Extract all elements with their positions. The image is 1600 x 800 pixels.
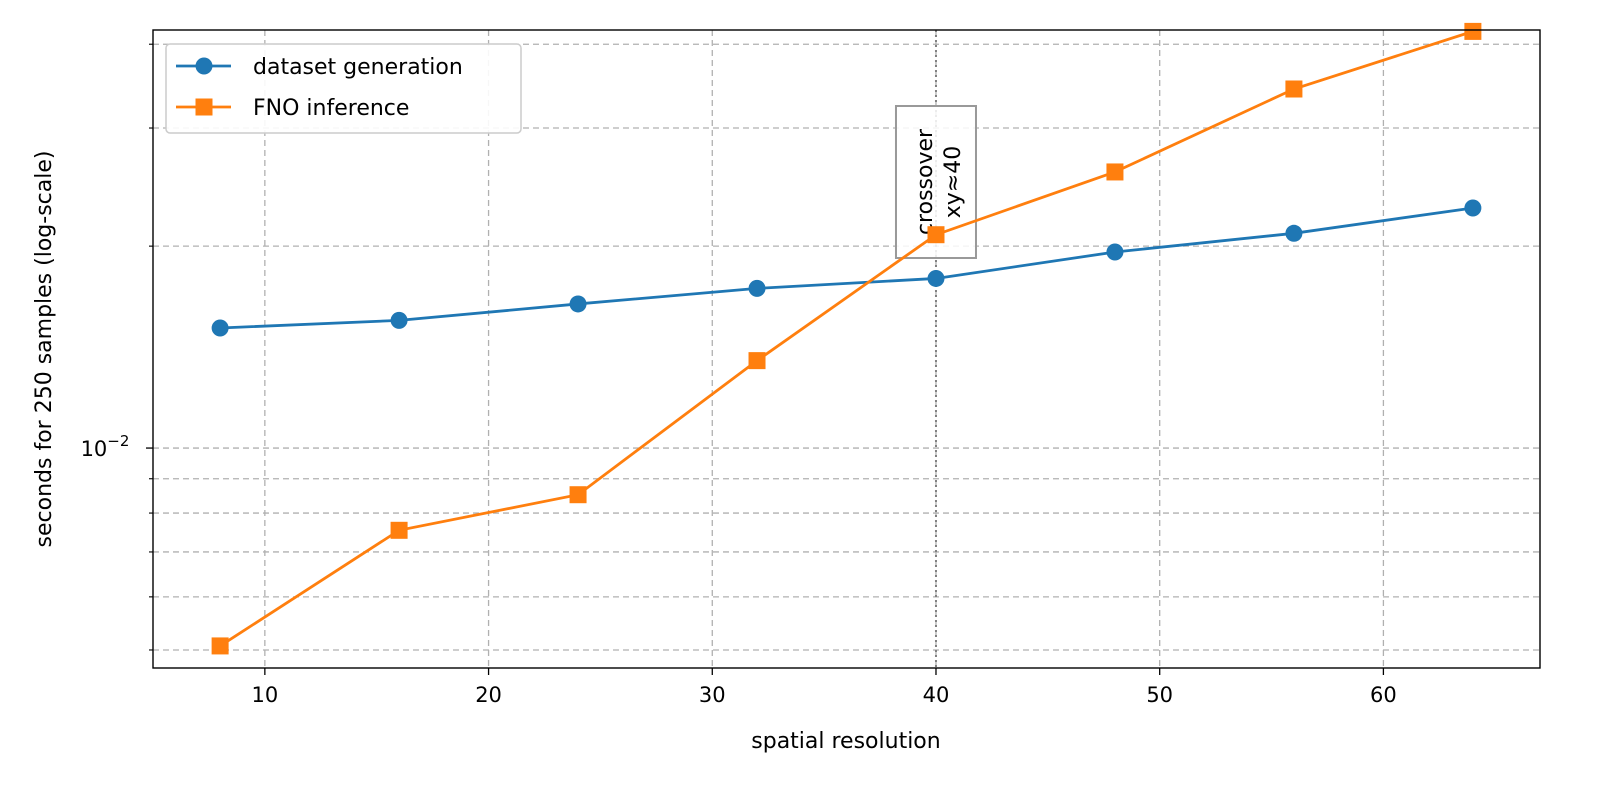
x-axis-label: spatial resolution xyxy=(751,729,940,754)
data-point xyxy=(748,352,766,370)
data-point xyxy=(1285,80,1303,98)
series-line xyxy=(219,30,1474,648)
x-tick-label: 50 xyxy=(1146,683,1173,707)
grid xyxy=(153,30,1540,668)
data-point xyxy=(927,269,945,287)
x-tick-label: 60 xyxy=(1370,683,1397,707)
legend-box xyxy=(165,43,522,134)
legend-label: dataset generation xyxy=(253,55,463,80)
x-tick-label: 40 xyxy=(923,683,950,707)
data-point xyxy=(1285,224,1303,242)
x-tick-label: 10 xyxy=(251,683,278,707)
annotation-text: crossover xy≈40 xyxy=(913,128,966,235)
legend-marker xyxy=(195,57,213,75)
data-point xyxy=(211,319,229,337)
x-tick-label: 20 xyxy=(475,683,502,707)
data-point xyxy=(748,279,766,297)
data-point xyxy=(927,226,945,244)
data-point xyxy=(390,311,408,329)
series-fno-inference xyxy=(211,22,1482,655)
data-point xyxy=(1464,199,1482,217)
data-point xyxy=(1106,163,1124,181)
x-tick-label: 30 xyxy=(699,683,726,707)
data-point xyxy=(569,486,587,504)
data-point xyxy=(1464,22,1482,40)
legend-label: FNO inference xyxy=(253,96,409,121)
plot-frame xyxy=(152,29,1541,669)
data-point xyxy=(211,637,229,655)
series-lines xyxy=(211,22,1482,655)
data-point xyxy=(390,521,408,539)
data-point xyxy=(569,295,587,313)
legend-marker xyxy=(195,98,213,116)
series-dataset-generation xyxy=(211,199,1482,337)
series-line xyxy=(220,206,1474,330)
legend: dataset generation FNO inference xyxy=(165,43,522,134)
data-point xyxy=(1106,243,1124,261)
y-axis-label: seconds for 250 samples (log-scale) xyxy=(32,151,57,548)
